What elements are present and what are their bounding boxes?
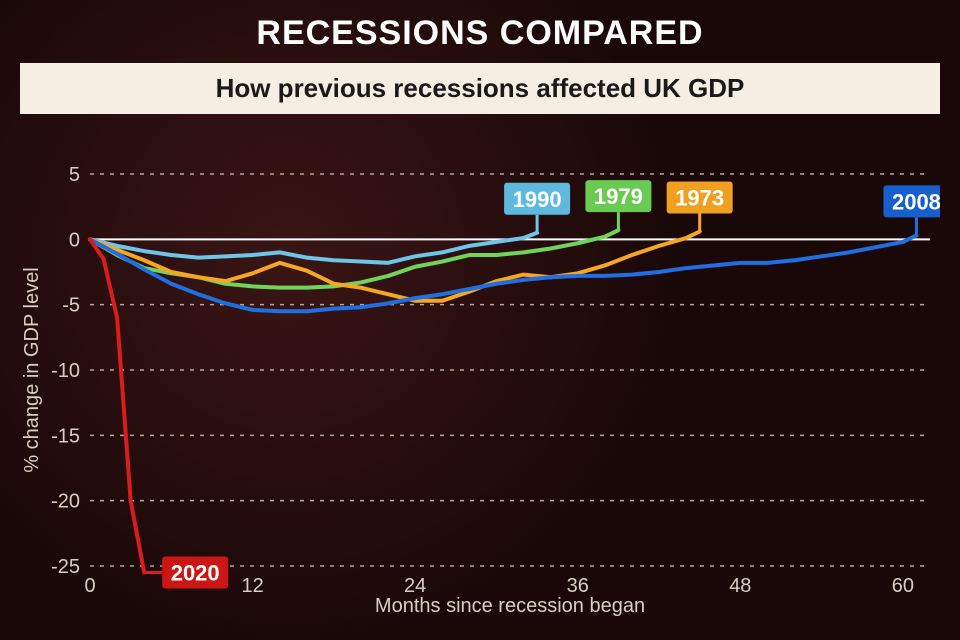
series-1973: [90, 231, 700, 300]
series-label-1979: 1979: [594, 184, 643, 209]
y-tick-label: 0: [69, 229, 80, 251]
series-label-1990: 1990: [513, 187, 562, 212]
series-2020: [90, 239, 144, 572]
line-chart: -25 -20 -15 -10 -5 0 5 0 12 24 36 48 60 % change in G…: [20, 120, 940, 616]
chart-svg: -25 -20 -15 -10 -5 0 5 0 12 24 36 48 60 % change in G…: [20, 120, 940, 616]
y-axis-label: % change in GDP level: [21, 267, 43, 472]
x-tick-label: 0: [84, 575, 95, 597]
y-tick-label: -15: [51, 425, 80, 447]
series-label-2008: 2008: [892, 189, 940, 214]
x-tick-label: 48: [729, 575, 751, 597]
series-2008: [90, 235, 916, 311]
y-tick-label: -5: [62, 295, 80, 317]
y-tick-label: -10: [51, 360, 80, 382]
series-label-2020: 2020: [171, 561, 220, 586]
y-tick-label: 5: [69, 164, 80, 186]
y-tick-label: -20: [51, 491, 80, 513]
main-title: RECESSIONS COMPARED: [0, 0, 960, 53]
x-tick-label: 36: [567, 575, 589, 597]
y-tick-label: -25: [51, 556, 80, 578]
x-tick-label: 24: [404, 575, 426, 597]
series-1990: [90, 233, 537, 263]
series-label-1973: 1973: [675, 185, 724, 210]
subtitle: How previous recessions affected UK GDP: [20, 73, 940, 104]
x-tick-label: 60: [892, 575, 914, 597]
x-axis-label: Months since recession began: [375, 595, 645, 616]
x-tick-label: 12: [241, 575, 263, 597]
subtitle-band: How previous recessions affected UK GDP: [20, 63, 940, 114]
